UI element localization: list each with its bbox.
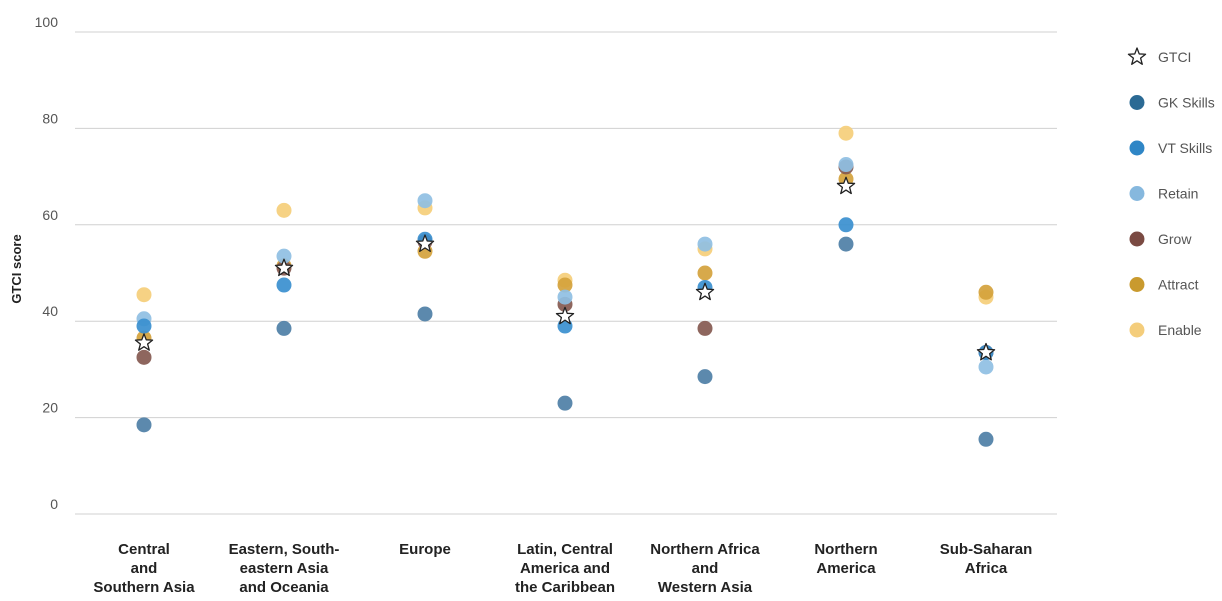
y-tick-label: 100 bbox=[35, 14, 59, 30]
point-enable-5 bbox=[838, 125, 854, 141]
category-label: Northern Africa bbox=[650, 541, 760, 558]
point-vt-skills-1 bbox=[276, 277, 292, 293]
y-tick-label: 0 bbox=[50, 496, 58, 512]
point-gtci-1 bbox=[274, 258, 294, 277]
legend-marker-grow bbox=[1129, 231, 1145, 247]
point-retain-5 bbox=[838, 157, 854, 173]
point-vt-skills-5 bbox=[838, 217, 854, 233]
legend-label-retain: Retain bbox=[1158, 186, 1198, 202]
point-gtci-2 bbox=[415, 234, 435, 253]
category-label: Sub-Saharan bbox=[940, 541, 1033, 558]
point-gk-skills-2 bbox=[417, 306, 433, 322]
point-gtci-6 bbox=[976, 342, 996, 361]
point-gtci-5 bbox=[836, 176, 856, 195]
point-retain-6 bbox=[978, 359, 994, 375]
legend-marker-attract bbox=[1129, 277, 1145, 292]
point-gtci-0 bbox=[134, 333, 154, 351]
legend-marker-retain bbox=[1129, 186, 1145, 201]
category-label: Africa bbox=[965, 560, 1008, 577]
category-label: Eastern, South- bbox=[229, 541, 340, 558]
point-gk-skills-4 bbox=[697, 369, 713, 385]
point-attract-3 bbox=[557, 277, 573, 293]
category-label: Northern bbox=[814, 541, 877, 558]
category-label: Central bbox=[118, 541, 170, 558]
point-gtci-4 bbox=[695, 282, 715, 301]
legend-label-gk-skills: GK Skills bbox=[1158, 95, 1215, 111]
point-retain-1 bbox=[276, 248, 292, 264]
category-label: Europe bbox=[399, 541, 451, 558]
point-gk-skills-6 bbox=[978, 431, 994, 447]
category-label: America bbox=[816, 560, 876, 577]
x-axis-category-labels: Central and Southern Asia Eastern, South-ea… bbox=[93, 541, 1032, 596]
data-points bbox=[134, 125, 996, 447]
legend: GTCI GK Skills VT Skills Retain Grow Attract E… bbox=[1127, 47, 1215, 338]
legend-marker-gtci bbox=[1127, 47, 1147, 65]
y-axis-ticks: 0 20 40 60 80 100 bbox=[35, 14, 59, 512]
point-gk-skills-0 bbox=[136, 417, 152, 433]
y-tick-label: 20 bbox=[42, 400, 58, 416]
point-attract-4 bbox=[697, 265, 713, 281]
point-gk-skills-1 bbox=[276, 320, 292, 336]
category-label: America and bbox=[520, 560, 610, 577]
point-gtci-3 bbox=[555, 306, 575, 325]
point-grow-4 bbox=[697, 320, 713, 336]
legend-label-vt-skills: VT Skills bbox=[1158, 140, 1212, 156]
y-tick-label: 40 bbox=[42, 303, 58, 319]
legend-marker-gk-skills bbox=[1129, 95, 1145, 110]
legend-marker-vt-skills bbox=[1129, 140, 1145, 156]
point-retain-3 bbox=[557, 289, 573, 305]
category-label: Latin, Central bbox=[517, 541, 613, 558]
point-gk-skills-3 bbox=[557, 395, 573, 411]
legend-marker-enable bbox=[1129, 322, 1145, 338]
point-vt-skills-0 bbox=[136, 318, 152, 334]
category-label: and bbox=[692, 560, 719, 577]
legend-label-gtci: GTCI bbox=[1158, 49, 1191, 65]
point-retain-2 bbox=[417, 193, 433, 209]
point-attract-6 bbox=[978, 284, 994, 300]
point-retain-4 bbox=[697, 236, 713, 252]
y-axis-title: GTCI score bbox=[9, 234, 24, 303]
point-enable-1 bbox=[276, 202, 292, 218]
category-label: and Oceania bbox=[239, 579, 329, 596]
point-gk-skills-5 bbox=[838, 236, 854, 252]
y-tick-label: 80 bbox=[42, 110, 58, 126]
category-label: and bbox=[131, 560, 158, 577]
category-label: eastern Asia bbox=[240, 560, 329, 577]
category-label: Southern Asia bbox=[93, 579, 195, 596]
category-label: the Caribbean bbox=[515, 579, 615, 596]
point-grow-0 bbox=[136, 349, 152, 365]
legend-label-attract: Attract bbox=[1158, 277, 1199, 293]
legend-label-grow: Grow bbox=[1158, 231, 1192, 247]
legend-label-enable: Enable bbox=[1158, 322, 1202, 338]
point-enable-0 bbox=[136, 287, 152, 303]
y-tick-label: 60 bbox=[42, 207, 58, 223]
category-label: Western Asia bbox=[658, 579, 753, 596]
